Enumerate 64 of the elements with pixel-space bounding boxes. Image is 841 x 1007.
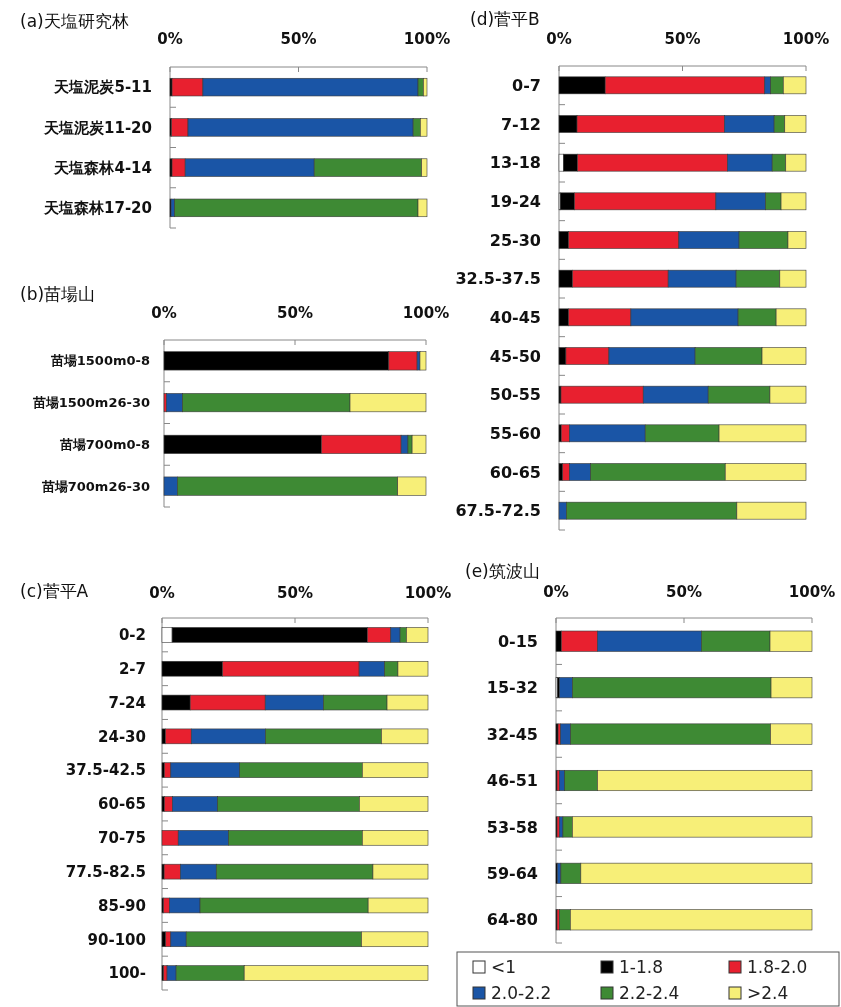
y-tick-label: 2-7 [118, 659, 146, 678]
y-tick-label: 13-18 [489, 153, 541, 173]
y-tick-label: 7-24 [108, 693, 146, 712]
x-tick-label: 0% [543, 583, 569, 601]
y-tick-label: 53-58 [486, 817, 538, 837]
x-tick-label: 50% [277, 584, 313, 602]
x-tick-label: 100% [788, 583, 836, 601]
y-tick-label: 15-32 [486, 678, 538, 698]
y-tick-label: 67.5-72.5 [455, 501, 541, 521]
y-tick-label: 7-12 [500, 114, 541, 134]
x-tick-label: 100% [404, 584, 452, 602]
y-tick-label: 0-15 [497, 631, 538, 651]
chart-title: (d)菅平B [470, 9, 540, 29]
y-tick-label: 55-60 [489, 423, 541, 443]
y-tick-label: 37.5-42.5 [65, 761, 146, 780]
y-tick-label: 60-65 [98, 795, 146, 814]
y-tick-label: 50-55 [489, 385, 541, 405]
x-tick-label: 50% [280, 30, 317, 48]
y-tick-label: 0-2 [118, 626, 146, 645]
y-tick-label: 45-50 [489, 346, 541, 366]
x-tick-label: 0% [546, 30, 572, 48]
y-tick-label: 60-65 [489, 462, 541, 482]
x-tick-label: 100% [402, 304, 450, 322]
chart-title: (a)天塩研究林 [20, 11, 129, 31]
y-tick-label: 46-51 [486, 771, 538, 791]
y-tick-label: 85-90 [98, 896, 146, 915]
x-tick-label: 0% [149, 584, 175, 602]
y-tick-label: 天塩泥炭11-20 [43, 118, 152, 137]
x-tick-label: 50% [666, 583, 702, 601]
legend-label: <1 [491, 957, 517, 977]
y-tick-label: 天塩森林17-20 [43, 199, 152, 218]
legend-label: 1-1.8 [619, 957, 663, 977]
y-tick-label: 64-80 [486, 910, 538, 930]
y-tick-label: 苗場700m26-30 [40, 478, 150, 494]
y-tick-label: 59-64 [486, 863, 538, 883]
x-tick-label: 0% [151, 304, 177, 322]
chart-title: (c)菅平A [20, 581, 89, 601]
y-tick-label: 32.5-37.5 [455, 269, 541, 289]
x-tick-label: 100% [403, 30, 451, 48]
x-tick-label: 50% [664, 30, 701, 48]
x-tick-label: 0% [157, 30, 183, 48]
x-tick-label: 100% [782, 30, 830, 48]
y-tick-label: 24-30 [98, 727, 146, 746]
y-tick-label: 天塩森林4-14 [53, 158, 152, 177]
y-tick-label: 70-75 [98, 829, 146, 848]
y-tick-label: 32-45 [486, 724, 538, 744]
legend-label: >2.4 [747, 983, 789, 1003]
y-tick-label: 0-7 [512, 75, 541, 95]
legend-label: 2.2-2.4 [619, 983, 680, 1003]
y-tick-label: 25-30 [489, 230, 541, 250]
y-tick-label: 苗場700m0-8 [58, 436, 150, 452]
chart-title: (e)筑波山 [465, 561, 540, 581]
legend-label: 2.0-2.2 [491, 983, 552, 1003]
chart-title: (b)苗場山 [20, 284, 96, 304]
y-tick-label: 19-24 [489, 191, 541, 211]
legend-label: 1.8-2.0 [747, 957, 808, 977]
y-tick-label: 天塩泥炭5-11 [53, 78, 152, 97]
y-tick-label: 90-100 [87, 930, 146, 949]
y-tick-label: 苗場1500m0-8 [49, 353, 150, 369]
y-tick-label: 100- [108, 964, 146, 983]
y-tick-label: 苗場1500m26-30 [31, 395, 150, 411]
x-tick-label: 50% [277, 304, 313, 322]
y-tick-label: 77.5-82.5 [65, 862, 146, 881]
y-tick-label: 40-45 [489, 307, 541, 327]
